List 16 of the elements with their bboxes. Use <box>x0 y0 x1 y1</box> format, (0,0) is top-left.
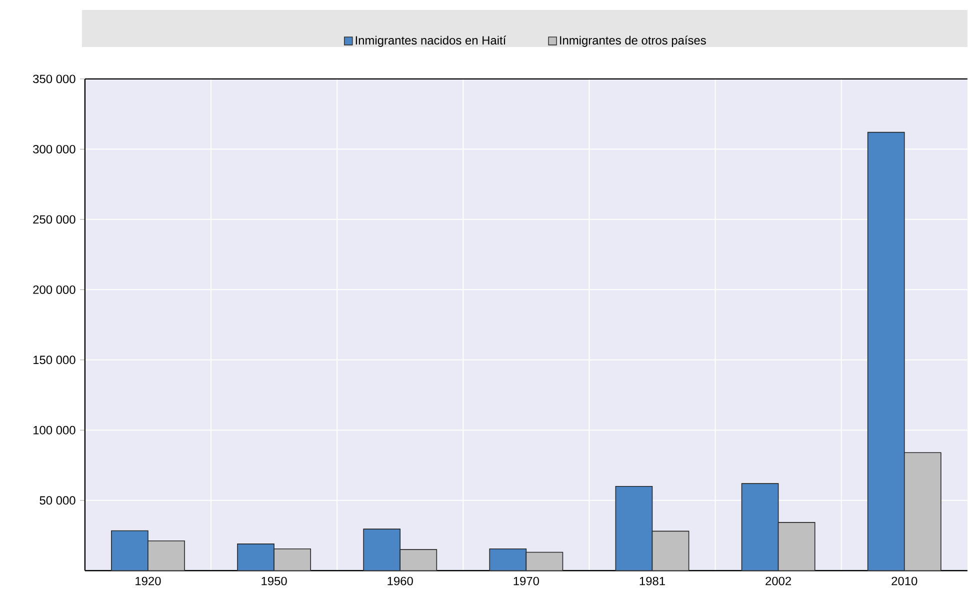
y-tick-label: 300 000 <box>33 145 76 154</box>
y-tick-label: 200 000 <box>33 286 76 294</box>
x-tick-label: 1960 <box>388 577 413 586</box>
y-tick-label: 350 000 <box>33 74 76 84</box>
y-tick-label: 250 000 <box>33 215 76 224</box>
y-tick-label: 100 000 <box>34 426 76 435</box>
legend-label: Inmigrantes nacidos en Haití <box>356 36 506 48</box>
x-tick-label: 1950 <box>262 577 287 586</box>
x-tick-label: 1920 <box>136 577 161 586</box>
y-tick-label: 150 000 <box>34 356 76 364</box>
x-tick-label: 2002 <box>766 577 791 586</box>
x-tick-label: 2010 <box>892 577 918 586</box>
y-tick-label: 50 000 <box>40 496 76 505</box>
legend-label: Inmigrantes de otros países <box>560 36 706 48</box>
x-tick-label: 1981 <box>640 577 665 586</box>
x-tick-label: 1970 <box>514 577 539 586</box>
